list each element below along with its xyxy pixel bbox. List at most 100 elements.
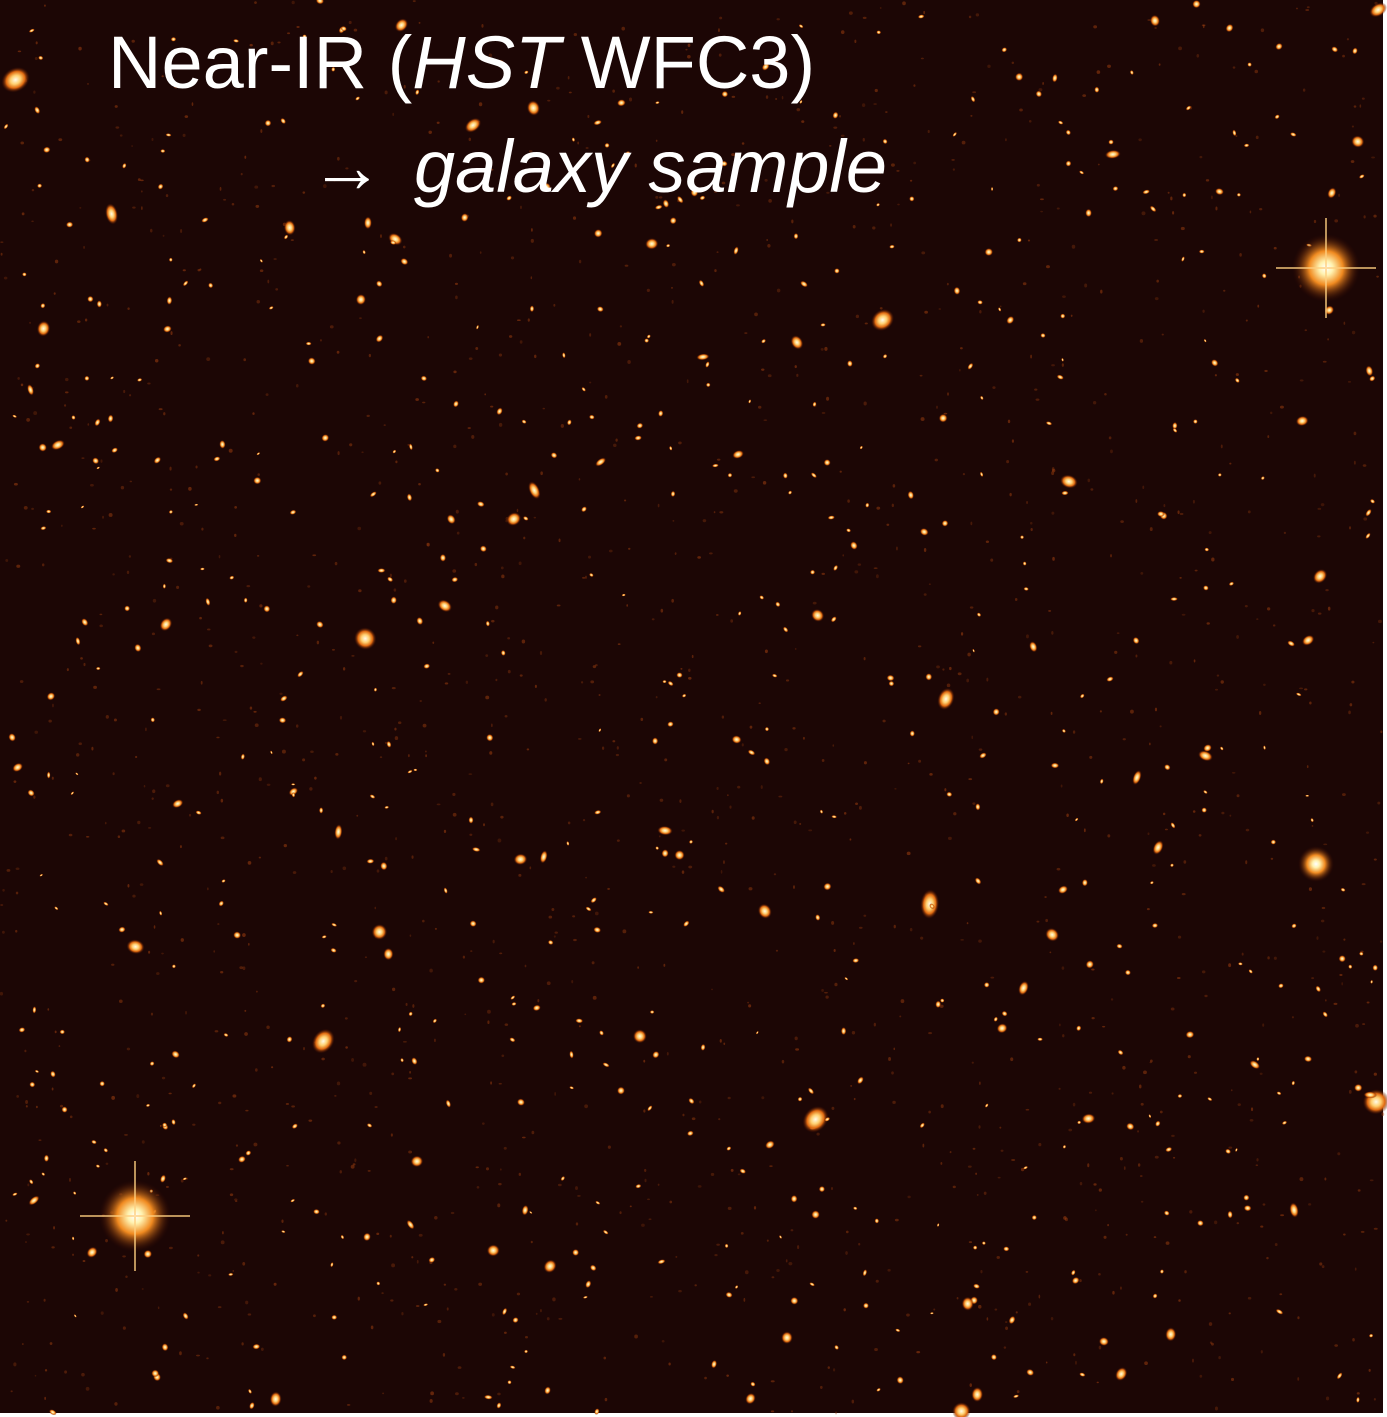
galaxy <box>872 226 875 229</box>
galaxy <box>573 939 577 941</box>
galaxy <box>908 763 910 765</box>
galaxy <box>1348 710 1351 714</box>
galaxy <box>1214 1220 1217 1224</box>
galaxy <box>25 1241 27 1243</box>
galaxy <box>1048 610 1051 612</box>
galaxy <box>618 643 621 645</box>
galaxy <box>468 427 471 429</box>
galaxy <box>102 516 104 519</box>
galaxy <box>1057 868 1061 871</box>
galaxy <box>248 1313 252 1315</box>
galaxy <box>1228 963 1231 967</box>
galaxy <box>1231 1089 1233 1091</box>
galaxy <box>416 1305 420 1307</box>
galaxy <box>180 845 182 848</box>
galaxy <box>390 1299 393 1301</box>
galaxy <box>948 837 952 840</box>
galaxy <box>1193 810 1196 813</box>
galaxy <box>125 1275 127 1278</box>
galaxy <box>664 758 667 761</box>
galaxy <box>742 743 744 746</box>
galaxy <box>292 1 295 5</box>
galaxy <box>920 937 923 940</box>
galaxy <box>451 1212 455 1214</box>
galaxy <box>970 1383 972 1387</box>
galaxy <box>774 873 776 875</box>
galaxy <box>1325 589 1328 591</box>
galaxy <box>42 563 44 566</box>
galaxy <box>822 412 826 414</box>
galaxy <box>725 843 727 845</box>
galaxy <box>854 40 856 43</box>
galaxy <box>1376 276 1379 278</box>
galaxy <box>293 871 297 874</box>
galaxy <box>64 404 66 406</box>
galaxy <box>259 857 261 859</box>
galaxy <box>1370 1179 1374 1181</box>
galaxy <box>1057 207 1060 209</box>
galaxy <box>1079 1279 1081 1282</box>
galaxy <box>551 908 554 911</box>
galaxy <box>950 1151 952 1153</box>
galaxy <box>976 13 979 16</box>
galaxy <box>761 785 763 789</box>
galaxy <box>382 1392 384 1394</box>
galaxy <box>750 726 753 729</box>
galaxy <box>523 537 525 540</box>
galaxy <box>1162 334 1164 336</box>
galaxy <box>1239 253 1242 257</box>
galaxy <box>259 777 262 781</box>
galaxy <box>675 552 677 555</box>
galaxy <box>453 371 456 374</box>
galaxy <box>582 577 585 579</box>
galaxy <box>437 803 441 805</box>
galaxy <box>109 513 113 517</box>
galaxy <box>422 402 425 404</box>
galaxy <box>115 126 119 128</box>
galaxy <box>1233 66 1236 68</box>
galaxy <box>501 574 504 578</box>
galaxy <box>578 738 582 740</box>
galaxy <box>630 1206 632 1208</box>
galaxy <box>745 1270 749 1274</box>
galaxy <box>650 1010 655 1014</box>
galaxy <box>977 1194 979 1196</box>
galaxy <box>1165 829 1168 831</box>
galaxy <box>847 499 850 502</box>
galaxy <box>499 1083 502 1085</box>
galaxy <box>639 782 642 784</box>
galaxy <box>1193 500 1195 504</box>
galaxy <box>703 519 707 522</box>
galaxy <box>947 283 949 286</box>
galaxy <box>649 1218 652 1220</box>
galaxy <box>572 915 575 917</box>
galaxy <box>1221 444 1223 448</box>
galaxy <box>369 354 371 357</box>
galaxy <box>1369 1369 1371 1372</box>
galaxy <box>928 1111 931 1114</box>
galaxy <box>855 802 858 805</box>
galaxy <box>392 113 394 116</box>
galaxy <box>1311 977 1314 979</box>
galaxy <box>966 679 969 683</box>
galaxy <box>729 806 731 809</box>
galaxy <box>313 1314 316 1317</box>
galaxy <box>922 1144 924 1148</box>
galaxy <box>207 629 211 631</box>
galaxy <box>704 1377 707 1380</box>
galaxy <box>679 799 681 803</box>
galaxy <box>222 1231 224 1234</box>
galaxy <box>1009 493 1011 496</box>
galaxy <box>1324 1178 1326 1181</box>
galaxy <box>234 534 236 537</box>
galaxy <box>485 696 489 700</box>
galaxy <box>997 1256 1000 1259</box>
galaxy <box>647 289 650 292</box>
galaxy <box>896 170 899 172</box>
galaxy <box>777 289 781 293</box>
galaxy <box>392 988 395 991</box>
galaxy <box>1256 1158 1258 1161</box>
galaxy <box>776 1269 780 1272</box>
galaxy <box>1343 939 1345 941</box>
galaxy <box>858 1243 860 1246</box>
